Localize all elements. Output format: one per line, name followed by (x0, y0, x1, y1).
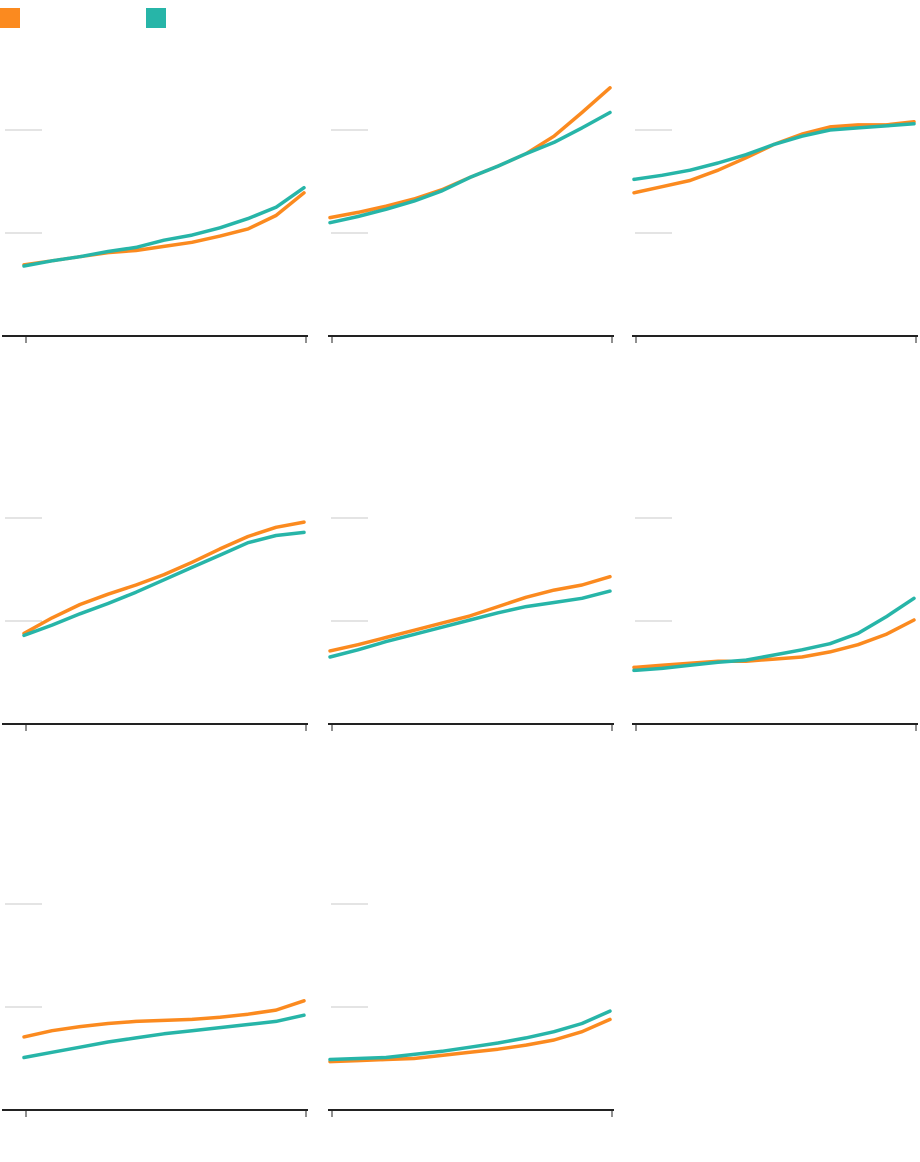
series-line (22, 530, 306, 638)
series-line (22, 191, 306, 267)
series-line (22, 185, 306, 268)
series-line (632, 120, 916, 195)
series-line (328, 589, 612, 659)
legend-swatch (0, 8, 20, 28)
series-line (22, 520, 306, 636)
legend-swatch (146, 8, 166, 28)
series-line (328, 110, 612, 225)
series-line (328, 86, 612, 220)
series-line (22, 1013, 306, 1060)
series-line (22, 999, 306, 1039)
series-line (328, 1017, 612, 1064)
series-line (632, 122, 916, 182)
series-line (632, 596, 916, 673)
series-line (632, 618, 916, 670)
series-line (328, 574, 612, 653)
series-line (328, 1009, 612, 1062)
